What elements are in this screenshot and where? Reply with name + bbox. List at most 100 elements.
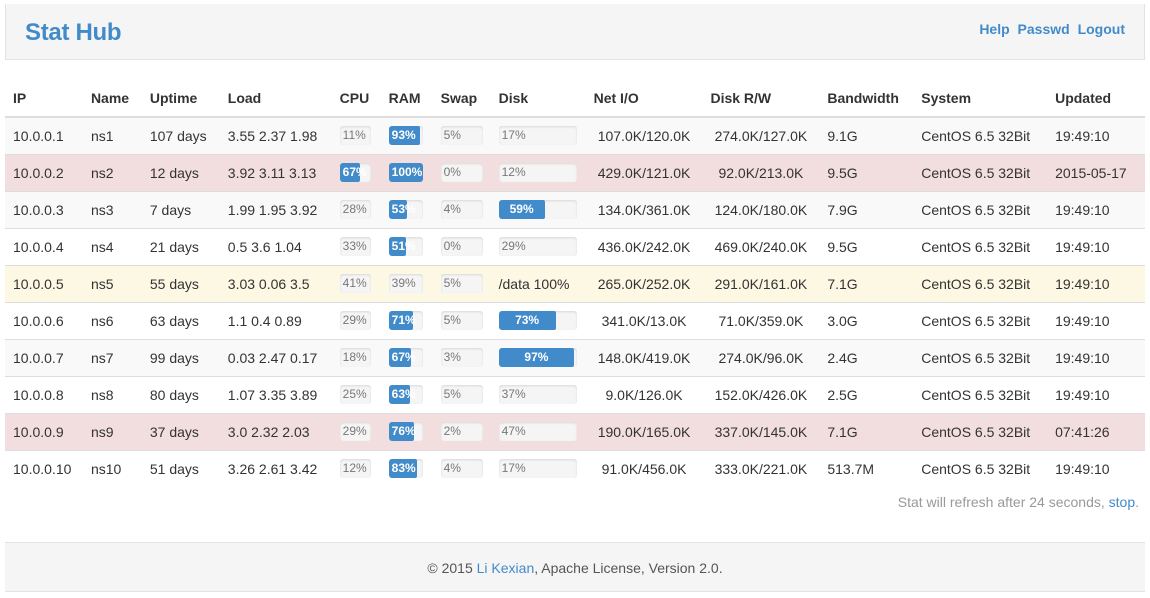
cpu-progress-label: 67% (342, 165, 367, 179)
cpu-progress: 29% (339, 422, 371, 441)
bandwidth-cell: 7.1G (819, 264, 914, 302)
disk-rw-cell: 274.0K/96.0K (702, 338, 820, 376)
column-header-disk: Disk (490, 79, 586, 118)
disk-progress-label: 97% (524, 350, 549, 364)
swap-progress-label: 5% (443, 387, 461, 401)
net-io-cell: 190.0K/165.0K (585, 412, 703, 450)
uptime-cell: 51 days (141, 449, 220, 487)
swap-progress-label: 0% (443, 239, 461, 253)
cpu-progress-label: 28% (342, 202, 367, 216)
cpu-progress: 29% (339, 311, 371, 330)
disk-progress: 97% (498, 348, 577, 367)
cpu-progress: 12% (339, 459, 371, 479)
system-cell: CentOS 6.5 32Bit (913, 375, 1048, 413)
cpu-cell: 41% (331, 264, 381, 302)
ram-progress-fill (388, 348, 412, 367)
swap-progress: 0% (440, 163, 483, 182)
author-link[interactable]: Li Kexian (476, 560, 535, 576)
table-row: 10.0.0.7 ns7 99 days 0.03 2.47 0.17 18% 67% 3%… (5, 338, 1145, 376)
passwd-link[interactable]: Passwd (1017, 21, 1070, 37)
bandwidth-cell: 3.0G (819, 301, 914, 339)
disk-cell: 37% (490, 375, 586, 413)
name-cell: ns10 (82, 449, 142, 487)
help-link[interactable]: Help (979, 21, 1010, 37)
column-header-disk-rw: Disk R/W (702, 79, 820, 118)
cpu-progress-label: 18% (342, 350, 367, 364)
brand-link[interactable]: Stat Hub (25, 19, 122, 46)
ram-progress: 51% (388, 237, 423, 256)
disk-progress-fill (498, 200, 545, 219)
updated-cell: 19:49:10 (1047, 338, 1145, 376)
ram-progress-fill (388, 200, 407, 219)
nav-links: Help Passwd Logout (975, 21, 1125, 37)
cpu-cell: 12% (331, 449, 381, 487)
ram-progress-fill (388, 311, 413, 330)
cpu-progress: 11% (339, 126, 371, 146)
disk-progress: 12% (498, 163, 577, 182)
ram-progress-fill (388, 385, 411, 404)
ip-cell: 10.0.0.5 (5, 264, 83, 302)
logout-link[interactable]: Logout (1077, 21, 1125, 37)
refresh-text: Stat will refresh after 24 seconds, (897, 494, 1109, 510)
ram-progress-label: 83% (391, 461, 416, 476)
disk-progress-label: 17% (501, 128, 526, 143)
disk-usage-text: /data 100% (498, 275, 570, 292)
column-header-updated: Updated (1047, 79, 1145, 118)
net-io-cell: 429.0K/121.0K (585, 153, 703, 191)
load-cell: 1.07 3.35 3.89 (219, 375, 332, 413)
ip-cell: 10.0.0.6 (5, 301, 83, 339)
disk-progress-label: 59% (509, 202, 534, 216)
name-cell: ns8 (82, 375, 142, 413)
footer-suffix: , Apache License, Version 2.0. (534, 560, 723, 576)
disk-rw-cell: 152.0K/426.0K (702, 375, 820, 413)
disk-progress: 73% (498, 311, 577, 330)
column-header-uptime: Uptime (141, 79, 220, 118)
refresh-suffix: . (1135, 494, 1139, 510)
column-header-load: Load (219, 79, 332, 118)
swap-progress-label: 5% (443, 313, 461, 327)
swap-progress: 5% (440, 311, 483, 330)
refresh-notice: Stat will refresh after 24 seconds, stop… (898, 494, 1139, 510)
system-cell: CentOS 6.5 32Bit (913, 338, 1048, 376)
system-cell: CentOS 6.5 32Bit (913, 412, 1048, 450)
load-cell: 3.92 3.11 3.13 (219, 153, 332, 191)
system-cell: CentOS 6.5 32Bit (913, 301, 1048, 339)
cpu-progress-label: 29% (342, 424, 367, 438)
uptime-cell: 99 days (141, 338, 220, 376)
stop-refresh-link[interactable]: stop (1108, 494, 1136, 510)
swap-progress-label: 2% (443, 424, 461, 438)
updated-cell: 19:49:10 (1047, 264, 1145, 302)
ram-progress-label: 39% (391, 276, 416, 290)
swap-cell: 0% (432, 227, 491, 265)
load-cell: 3.55 2.37 1.98 (219, 116, 332, 154)
disk-rw-cell: 71.0K/359.0K (702, 301, 820, 339)
uptime-cell: 63 days (141, 301, 220, 339)
disk-rw-cell: 469.0K/240.0K (702, 227, 820, 265)
name-cell: ns6 (82, 301, 142, 339)
disk-progress-fill (498, 311, 556, 330)
column-header-system: System (913, 79, 1048, 118)
system-cell: CentOS 6.5 32Bit (913, 227, 1048, 265)
ip-cell: 10.0.0.8 (5, 375, 83, 413)
ram-cell: 67% (380, 338, 433, 376)
ram-progress-fill (388, 237, 406, 256)
ram-cell: 93% (380, 116, 433, 154)
disk-progress: 47% (498, 422, 577, 441)
net-io-cell: 91.0K/456.0K (585, 449, 703, 487)
cpu-progress-label: 25% (342, 387, 367, 401)
swap-progress: 3% (440, 348, 483, 367)
updated-cell: 19:49:10 (1047, 190, 1145, 228)
column-header-ip: IP (5, 79, 83, 118)
disk-cell: 29% (490, 227, 586, 265)
updated-cell: 19:49:10 (1047, 301, 1145, 339)
swap-progress: 5% (440, 385, 483, 404)
swap-cell: 4% (432, 190, 491, 228)
load-cell: 1.99 1.95 3.92 (219, 190, 332, 228)
footer-prefix: © 2015 (427, 560, 477, 576)
disk-cell: 17% (490, 449, 586, 487)
ram-progress: 100% (388, 163, 423, 182)
load-cell: 0.03 2.47 0.17 (219, 338, 332, 376)
disk-progress: 37% (498, 385, 577, 404)
load-cell: 1.1 0.4 0.89 (219, 301, 332, 339)
disk-progress-label: 17% (501, 461, 526, 476)
